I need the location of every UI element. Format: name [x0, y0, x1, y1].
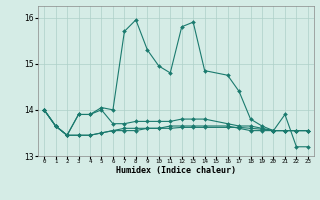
X-axis label: Humidex (Indice chaleur): Humidex (Indice chaleur) — [116, 166, 236, 175]
